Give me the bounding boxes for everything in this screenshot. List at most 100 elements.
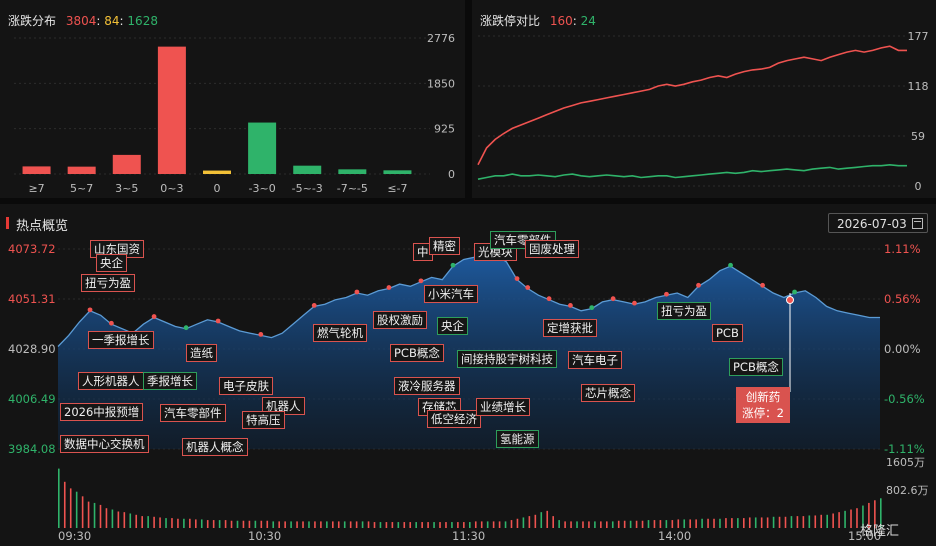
volume-bar <box>58 468 60 528</box>
hot-tag[interactable]: 扭亏为盈 <box>81 274 135 292</box>
hot-tag[interactable]: 特高压 <box>242 411 285 429</box>
hot-tag[interactable]: 机器人 <box>262 397 305 415</box>
y-tick-label: 0 <box>915 180 922 193</box>
event-dot <box>568 302 573 308</box>
limit-title-text: 涨跌停对比 <box>480 14 541 28</box>
volume-bar <box>474 521 477 528</box>
colon-3: : <box>572 14 577 28</box>
hot-tag[interactable]: 2026中报预增 <box>60 403 144 421</box>
volume-bar <box>707 518 709 528</box>
limit-title: 涨跌停对比 160: 24 <box>480 12 596 29</box>
hot-tag[interactable]: PCB概念 <box>729 358 783 376</box>
volume-bar <box>695 519 697 528</box>
hot-tag[interactable]: 数据中心交换机 <box>60 435 149 453</box>
volume-bar <box>600 521 602 528</box>
hot-tag[interactable]: 氢能源 <box>496 430 539 448</box>
volume-bar <box>266 520 269 528</box>
pct-tick: -1.11% <box>884 442 925 456</box>
bar <box>293 165 322 174</box>
hot-tag[interactable]: 人形机器人 <box>78 372 144 390</box>
volume-bar <box>808 515 811 528</box>
hot-tag[interactable]: 芯片概念 <box>581 384 635 402</box>
volume-bar <box>713 518 715 528</box>
volume-bar <box>117 511 120 528</box>
event-dot <box>418 278 424 284</box>
hot-tag[interactable]: 精密 <box>429 237 460 255</box>
flat-count: 84 <box>104 14 120 28</box>
price-line <box>57 249 880 347</box>
date-picker[interactable]: 2026-07-03 <box>828 213 928 233</box>
volume-bar <box>439 522 441 528</box>
volume-bar <box>725 518 727 528</box>
hot-tag[interactable]: 固废处理 <box>525 240 579 258</box>
distribution-panel: 涨跌分布 3804: 84: 1628 2776 1850 925 0 ≥7 5~7 3~5… <box>0 0 465 198</box>
volume-bar <box>445 522 447 528</box>
volume-bar <box>278 521 280 528</box>
volume-bar <box>838 512 840 528</box>
volume-bar <box>701 518 703 528</box>
volume-bar <box>463 522 465 528</box>
x-tick-label: ≥7 <box>28 182 44 195</box>
event-dot <box>258 331 264 337</box>
volume-bar <box>856 508 858 528</box>
volume-bar <box>391 522 394 528</box>
volume-bar <box>516 518 519 528</box>
hot-tag[interactable]: 造纸 <box>186 344 217 362</box>
hot-tag[interactable]: 汽车电子 <box>568 351 622 369</box>
x-tick-label: 0 <box>214 182 221 195</box>
volume-bar <box>469 522 471 528</box>
hot-tag[interactable]: 间接持股宇树科技 <box>457 350 557 368</box>
hot-tag[interactable]: 业绩增长 <box>476 398 530 416</box>
hot-tag[interactable]: 小米汽车 <box>424 285 478 303</box>
distribution-chart: 2776 1850 925 0 ≥7 5~7 3~5 0~3 0 -3~0 -5~-3 -7~-5 ≤-… <box>14 32 455 195</box>
time-tick: 10:30 <box>248 529 281 543</box>
volume-bar <box>778 516 781 528</box>
hot-tag[interactable]: 汽车零部件 <box>160 404 226 422</box>
volume-bar <box>75 491 78 528</box>
hot-title: 热点概览 <box>16 219 69 234</box>
bar <box>22 166 51 174</box>
hot-tag[interactable]: PCB <box>712 324 743 342</box>
volume-bar <box>218 520 221 528</box>
price-tick: 4028.90 <box>8 342 56 356</box>
hot-tag[interactable]: 央企 <box>96 254 127 272</box>
volume-bar <box>492 521 495 528</box>
hot-tag[interactable]: PCB概念 <box>390 344 444 362</box>
event-dot <box>354 289 360 295</box>
x-tick-label: 3~5 <box>115 182 138 195</box>
volume-bar <box>802 516 805 528</box>
volume-bar <box>451 522 453 528</box>
volume-bar <box>558 520 560 528</box>
highlight-dot <box>786 296 794 304</box>
volume-bar <box>766 517 769 528</box>
pct-tick: 0.56% <box>884 292 921 306</box>
hot-tag[interactable]: 一季报增长 <box>88 331 154 349</box>
hot-tag[interactable]: 电子皮肤 <box>219 377 273 395</box>
x-tick-label: ≤-7 <box>387 182 407 195</box>
event-dot <box>610 296 616 302</box>
colon-1: : <box>96 14 101 28</box>
hot-tag[interactable]: 扭亏为盈 <box>657 302 711 320</box>
event-dot <box>632 300 637 306</box>
volume-bar <box>862 505 864 528</box>
hot-tag[interactable]: 定增获批 <box>543 319 597 337</box>
volume-bar <box>165 518 167 528</box>
event-dot <box>546 296 552 302</box>
hot-tag[interactable]: 机器人概念 <box>182 438 248 456</box>
hot-tag[interactable]: 液冷服务器 <box>394 377 460 395</box>
series-line <box>477 163 907 180</box>
volume-bar <box>498 521 501 528</box>
volume-bar <box>385 522 388 528</box>
bar <box>67 166 96 174</box>
bar <box>157 46 186 174</box>
hot-tag[interactable]: 季报增长 <box>143 372 197 390</box>
x-tick-label: 0~3 <box>160 182 183 195</box>
hot-tag[interactable]: 燃气轮机 <box>313 324 367 342</box>
hot-tag[interactable]: 低空经济 <box>427 410 481 428</box>
hot-tag[interactable]: 股权激励 <box>373 311 427 329</box>
volume-bar <box>653 520 656 528</box>
volume-bar <box>302 521 304 528</box>
hot-tag[interactable]: 央企 <box>437 317 468 335</box>
volume-bar <box>189 518 191 528</box>
